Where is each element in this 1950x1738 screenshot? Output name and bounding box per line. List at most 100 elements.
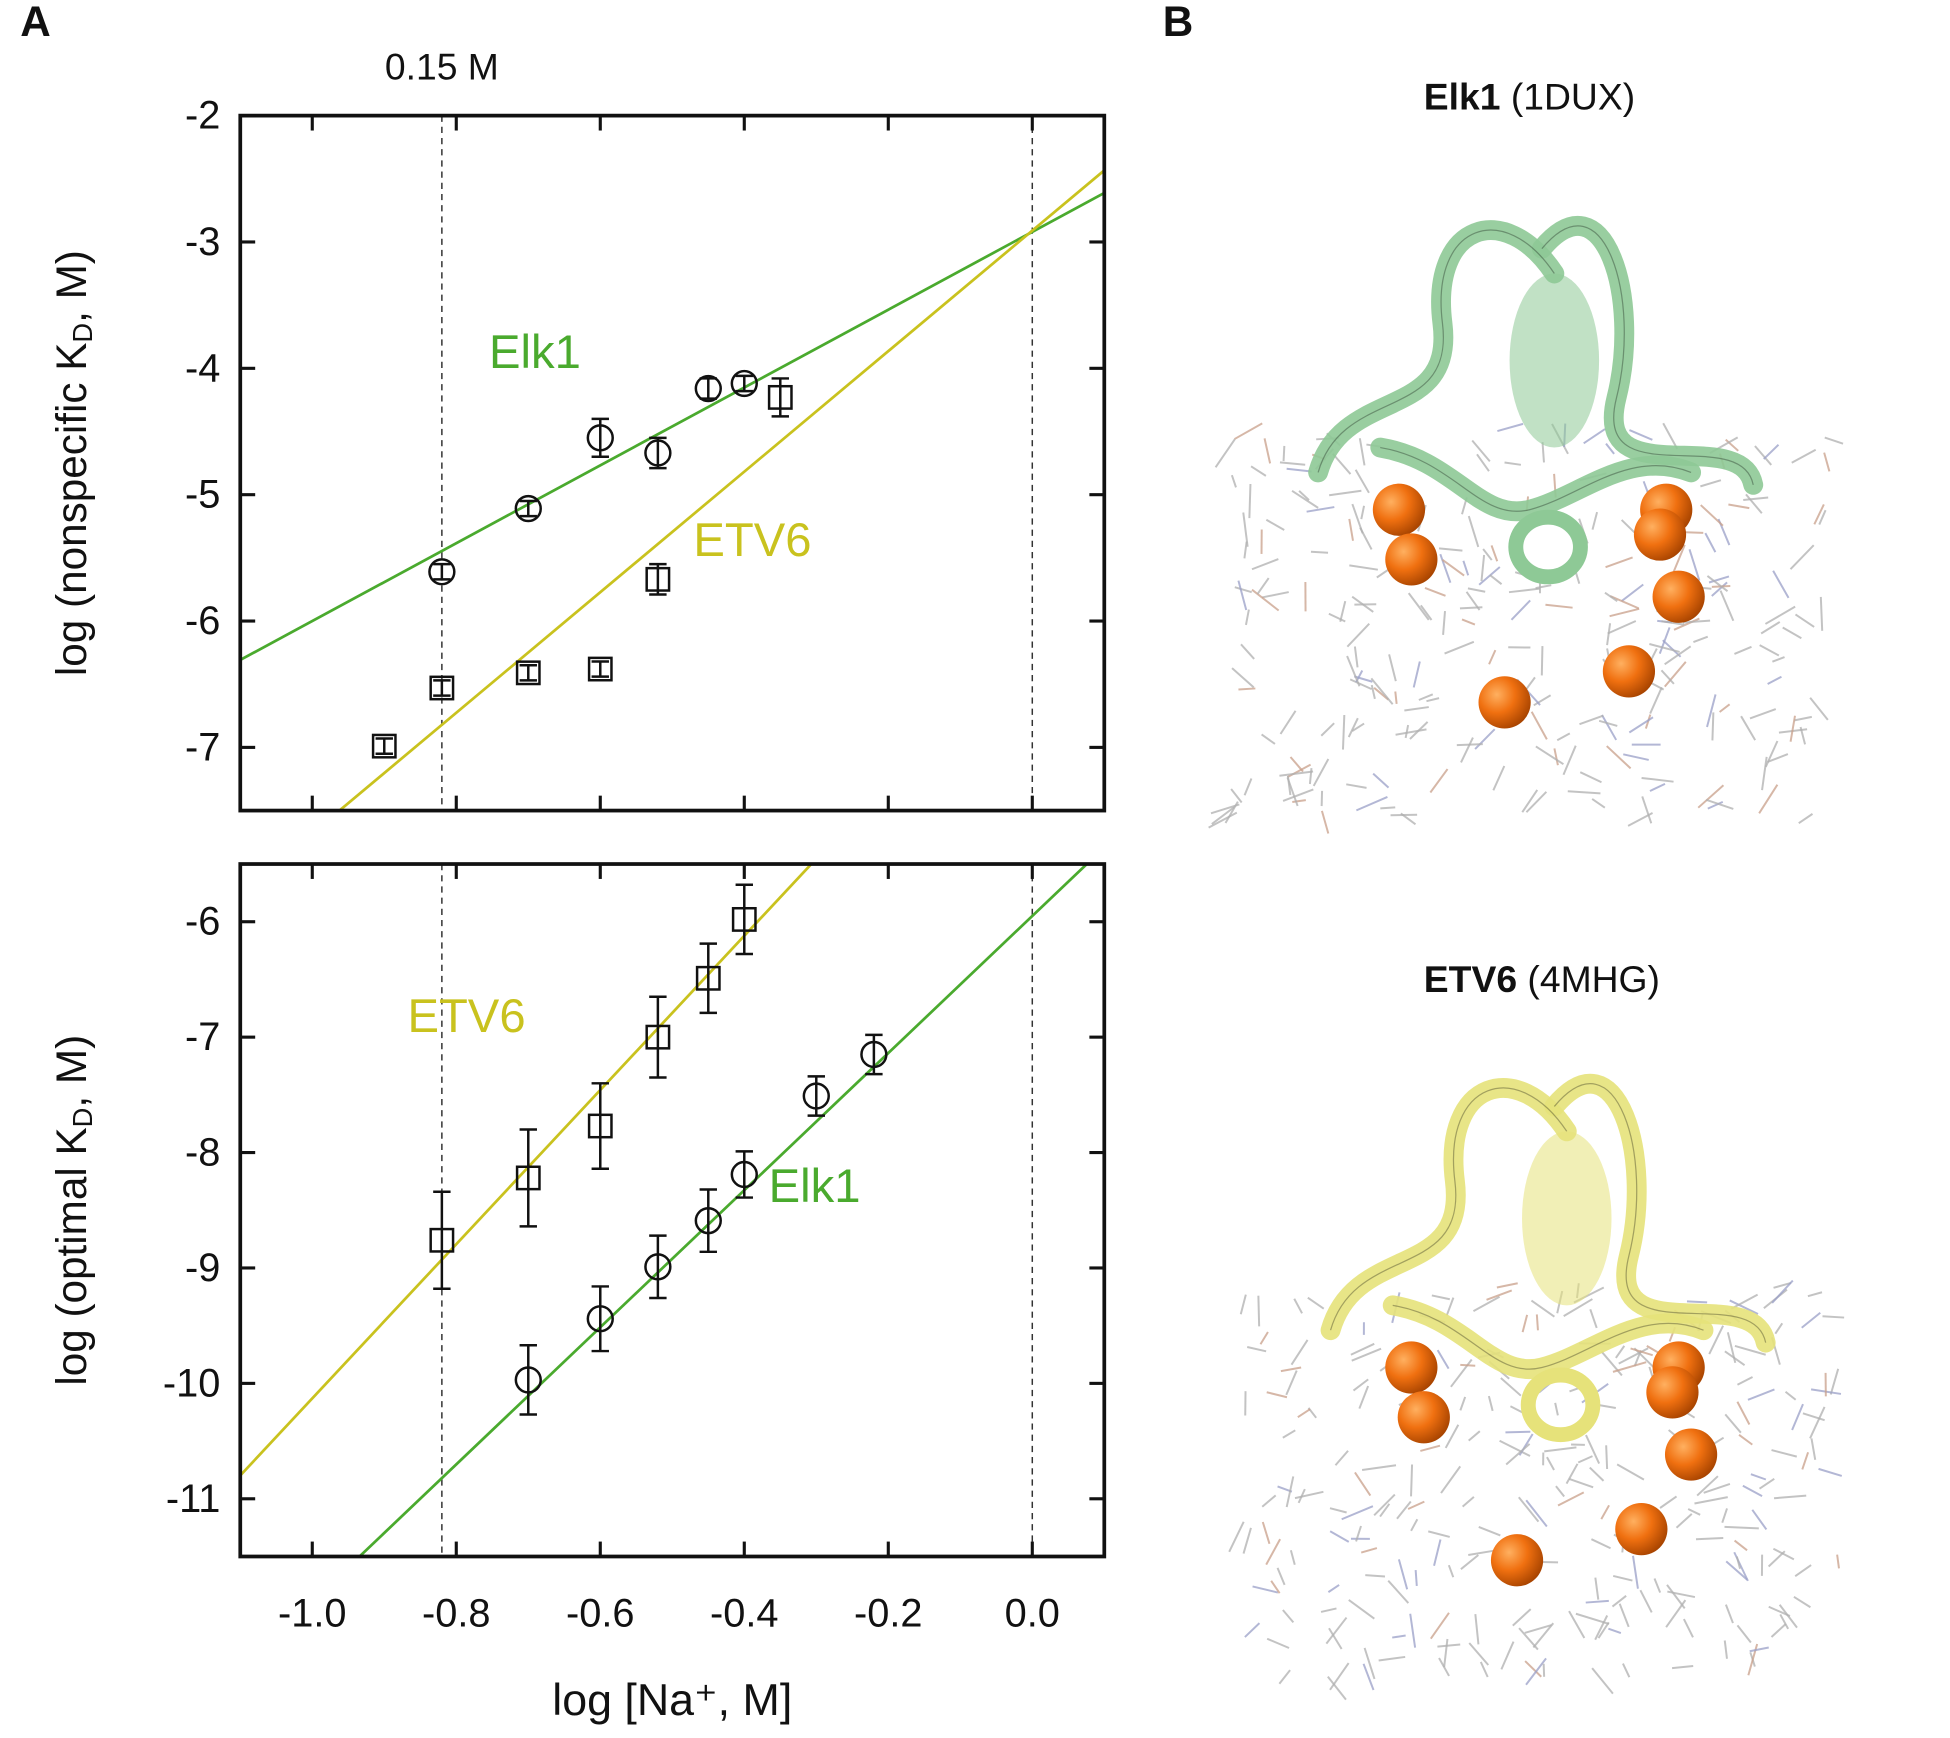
dna-stick <box>1294 1490 1324 1500</box>
dna-stick <box>1263 438 1272 464</box>
dna-stick <box>1810 1438 1817 1460</box>
dna-stick <box>1535 1314 1539 1331</box>
dna-stick <box>1693 635 1709 643</box>
dna-stick <box>1460 1554 1479 1570</box>
error-bar <box>649 995 667 1079</box>
dna-stick <box>1387 1580 1410 1604</box>
y-tick-label: -4 <box>185 346 220 390</box>
dna-stick <box>1334 1450 1349 1466</box>
dna-stick <box>1358 438 1366 466</box>
dna-stick <box>1629 429 1653 441</box>
dna-stick <box>1450 1358 1473 1388</box>
dna-stick <box>1609 607 1640 618</box>
dna-stick <box>1465 591 1481 611</box>
dna-stick <box>1291 489 1319 509</box>
error-bar <box>771 377 789 418</box>
dna-stick <box>1734 645 1752 655</box>
dna-stick <box>1439 553 1452 584</box>
dna-stick <box>1583 428 1606 445</box>
error-bar <box>699 942 717 1015</box>
dna-stick <box>1724 1413 1742 1434</box>
dna-stick <box>1363 1647 1376 1680</box>
dna-stick <box>1535 745 1564 766</box>
dna-stick <box>1577 1455 1593 1464</box>
dna-stick <box>1479 1661 1489 1678</box>
dna-stick <box>1749 1646 1769 1653</box>
data-point <box>730 1160 758 1189</box>
plot-frame <box>238 113 1107 813</box>
dna-stick <box>1476 453 1490 472</box>
dna-stick <box>1353 646 1359 668</box>
dna-stick <box>1729 1299 1759 1315</box>
y-axis-label-part: , M) <box>48 250 95 323</box>
dna-stick <box>1761 756 1768 791</box>
protein-ribbon-edge <box>1329 1087 1568 1331</box>
pdb-id: (1DUX) <box>1511 75 1635 117</box>
error-bar <box>649 1234 667 1300</box>
dna-stick <box>1361 1464 1397 1471</box>
dna-stick <box>1606 745 1632 770</box>
dna-stick <box>1658 627 1671 654</box>
dna-stick <box>1250 465 1267 477</box>
dna-stick <box>1615 1345 1626 1359</box>
dna-stick <box>1740 715 1757 741</box>
dna-stick <box>1665 1599 1687 1628</box>
dna-stick <box>1818 509 1827 525</box>
dna-stick <box>1695 1537 1724 1541</box>
data-point <box>644 1253 672 1281</box>
dna-stick <box>1397 1559 1409 1590</box>
dna-stick <box>1282 1609 1295 1624</box>
dna-stick <box>1279 710 1297 735</box>
data-point <box>429 1227 455 1253</box>
dna-stick <box>1747 1388 1775 1401</box>
dna-stick <box>1443 1638 1449 1668</box>
dna-stick <box>1478 1526 1501 1537</box>
dna-stick <box>1530 711 1548 740</box>
dna-stick <box>1745 493 1763 514</box>
error-bar <box>591 1285 609 1353</box>
dna-stick <box>1265 1538 1281 1566</box>
x-tick-label: -0.8 <box>422 1592 491 1636</box>
protein-ribbon <box>1382 1295 1714 1380</box>
dna-stick <box>1489 574 1503 585</box>
y-axis-label-part: D <box>67 1108 98 1128</box>
dna-stick <box>1530 1299 1555 1318</box>
dna-stick <box>1436 1349 1450 1370</box>
dna-stick <box>1442 610 1446 635</box>
dna-stick <box>1598 719 1618 727</box>
dna-stick <box>1594 1615 1609 1641</box>
dna-stick <box>1521 789 1539 813</box>
dna-stick <box>1407 1500 1425 1510</box>
dna-stick <box>1285 1370 1298 1396</box>
dna-stick <box>1721 1508 1728 1524</box>
dna-stick <box>1441 558 1465 577</box>
data-point <box>586 1305 614 1333</box>
dna-stick <box>1266 1391 1288 1399</box>
dna-stick <box>1664 645 1692 666</box>
dna-stick <box>1332 453 1352 475</box>
dna-stick <box>1282 445 1286 462</box>
dna-stick <box>1306 506 1335 513</box>
dna-stick <box>1380 806 1396 810</box>
dna-stick <box>1627 812 1654 827</box>
data-point <box>587 1113 613 1139</box>
dna-stick <box>1737 1376 1753 1386</box>
structure-title: Elk1 (1DUX) <box>1424 75 1635 117</box>
dna-stick <box>1499 1439 1531 1457</box>
dna-stick <box>1505 1430 1531 1434</box>
ion-sphere <box>1397 1391 1450 1444</box>
dna-stick <box>1286 467 1312 473</box>
dna-stick <box>1685 531 1704 534</box>
dna-stick <box>1768 1605 1791 1617</box>
dna-stick <box>1265 518 1285 531</box>
dna-stick <box>1591 798 1606 809</box>
dna-stick <box>1622 1663 1631 1678</box>
dna-stick <box>1791 1403 1804 1431</box>
series-label: ETV6 <box>693 514 811 567</box>
dna-stick <box>1290 1339 1309 1366</box>
dna-stick <box>1373 1493 1396 1517</box>
dna-stick <box>1325 1616 1348 1645</box>
dna-stick <box>1540 646 1544 676</box>
dna-stick <box>1662 639 1682 658</box>
